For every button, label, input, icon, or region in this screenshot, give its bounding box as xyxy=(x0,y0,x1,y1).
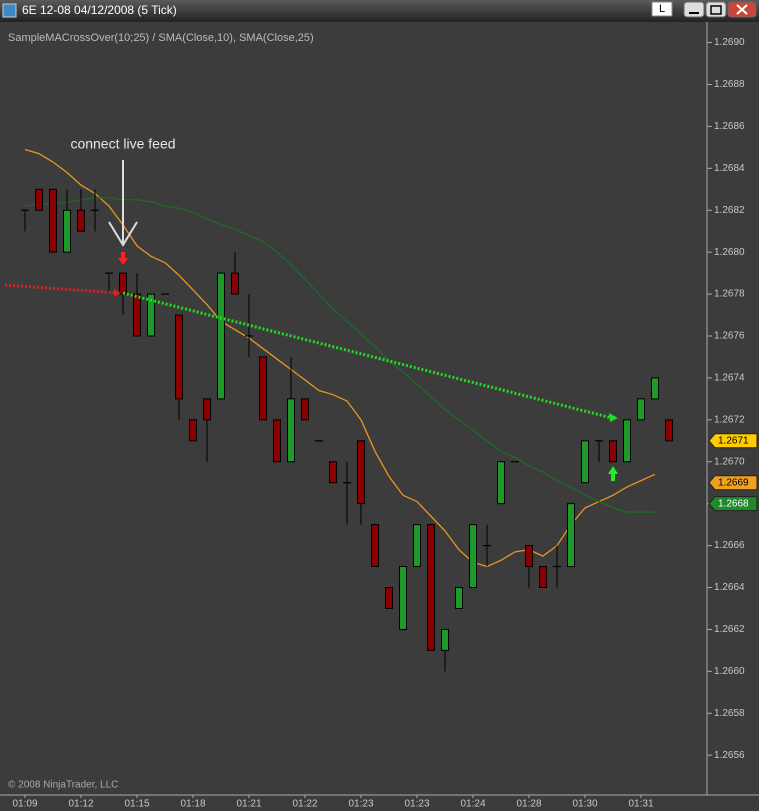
l-button[interactable] xyxy=(651,1,673,17)
buy-arrow xyxy=(608,466,618,481)
candle-body xyxy=(301,398,309,421)
candle-body xyxy=(147,293,155,337)
x-tick-label: 01:18 xyxy=(180,799,205,810)
candle-body xyxy=(637,398,645,421)
price-marker xyxy=(708,475,758,491)
x-tick-label: 01:21 xyxy=(236,799,261,810)
x-tick-label: 01:28 xyxy=(516,799,541,810)
entry-arrowhead xyxy=(114,289,121,297)
candle-body xyxy=(385,587,393,609)
x-tick-label: 01:30 xyxy=(572,799,597,810)
candle-body xyxy=(49,188,57,253)
candle-body xyxy=(259,356,267,421)
candle-body xyxy=(665,419,673,442)
candle-body xyxy=(35,188,43,211)
sell-arrow xyxy=(118,252,128,265)
y-tick-label: 1.2660 xyxy=(714,666,745,677)
y-tick-label: 1.2688 xyxy=(714,79,745,90)
candle-body xyxy=(525,545,533,568)
candle-body xyxy=(441,628,449,651)
candle-body xyxy=(399,566,407,630)
candle-body xyxy=(189,419,197,442)
x-tick-label: 01:12 xyxy=(68,799,93,810)
y-tick-label: 1.2686 xyxy=(714,121,745,132)
candle-body xyxy=(427,524,435,651)
y-tick-label: 1.2690 xyxy=(714,37,745,48)
x-tick-label: 01:23 xyxy=(348,799,373,810)
candle-body xyxy=(273,419,281,463)
candle-body xyxy=(581,440,589,484)
y-tick-label: 1.2674 xyxy=(714,373,745,384)
app-icon xyxy=(2,3,17,18)
y-tick-label: 1.2680 xyxy=(714,247,745,258)
y-tick-label: 1.2682 xyxy=(714,205,745,216)
candle-body xyxy=(651,377,659,400)
candle-body xyxy=(623,419,631,463)
price-marker xyxy=(708,433,758,449)
entry-line xyxy=(4,283,119,295)
x-tick-label: 01:24 xyxy=(460,799,485,810)
price-marker-label: 1.2671 xyxy=(718,435,749,446)
candle-body xyxy=(133,293,141,337)
annotation: connect live feed xyxy=(70,136,175,152)
x-tick-label: 01:09 xyxy=(12,799,37,810)
y-tick-label: 1.2670 xyxy=(714,456,745,467)
candle-body xyxy=(497,461,505,505)
candle-body xyxy=(175,314,183,400)
chart-background xyxy=(0,22,759,811)
trade-line xyxy=(122,291,613,420)
y-tick-label: 1.2666 xyxy=(714,540,745,551)
candle-body xyxy=(469,524,477,589)
candle-body xyxy=(539,566,547,589)
price-marker-label: 1.2668 xyxy=(718,498,749,509)
candle-body xyxy=(203,398,211,421)
candle-body xyxy=(287,398,295,463)
annotation-arrowhead xyxy=(108,221,138,247)
x-tick-label: 01:23 xyxy=(404,799,429,810)
candle-body xyxy=(371,524,379,568)
y-tick-label: 1.2656 xyxy=(714,750,745,761)
y-tick-label: 1.2664 xyxy=(714,582,745,593)
price-marker xyxy=(708,496,758,512)
l-button-label: L xyxy=(659,3,665,15)
candle-body xyxy=(217,272,225,400)
plot: 1.2690 1.2688 1.2686 1.2684 1.2682 1.2680 1.26… xyxy=(12,37,745,809)
copyright: © 2008 NinjaTrader, LLC xyxy=(8,780,118,791)
candle-body xyxy=(77,209,85,232)
candle-body xyxy=(609,440,617,463)
candle-body xyxy=(119,272,127,295)
y-tick-label: 1.2672 xyxy=(714,414,745,425)
candle-body xyxy=(567,503,575,568)
y-tick-label: 1.2676 xyxy=(714,331,745,342)
price-marker-label: 1.2669 xyxy=(718,477,749,488)
candle-body xyxy=(455,587,463,609)
window-title: 6E 12-08 04/12/2008 (5 Tick) xyxy=(22,3,177,17)
sma-line xyxy=(24,197,655,513)
exit-arrowhead xyxy=(609,413,618,422)
y-tick-label: 1.2662 xyxy=(714,624,745,635)
x-tick-label: 01:31 xyxy=(628,799,653,810)
title-bar xyxy=(0,0,759,22)
y-tick-label: 1.2658 xyxy=(714,708,745,719)
candle-body xyxy=(357,440,365,505)
x-tick-label: 01:22 xyxy=(292,799,317,810)
candle-body xyxy=(231,272,239,295)
candle-body xyxy=(63,209,71,253)
y-tick-label: 1.2678 xyxy=(714,289,745,300)
candle-body xyxy=(413,524,421,568)
candle-body xyxy=(329,461,337,484)
minimize-button[interactable] xyxy=(683,1,705,18)
x-tick-label: 01:15 xyxy=(124,799,149,810)
indicator-label: SampleMACrossOver(10;25) / SMA(Close,10)… xyxy=(8,32,314,44)
y-tick-label: 1.2684 xyxy=(714,163,745,174)
